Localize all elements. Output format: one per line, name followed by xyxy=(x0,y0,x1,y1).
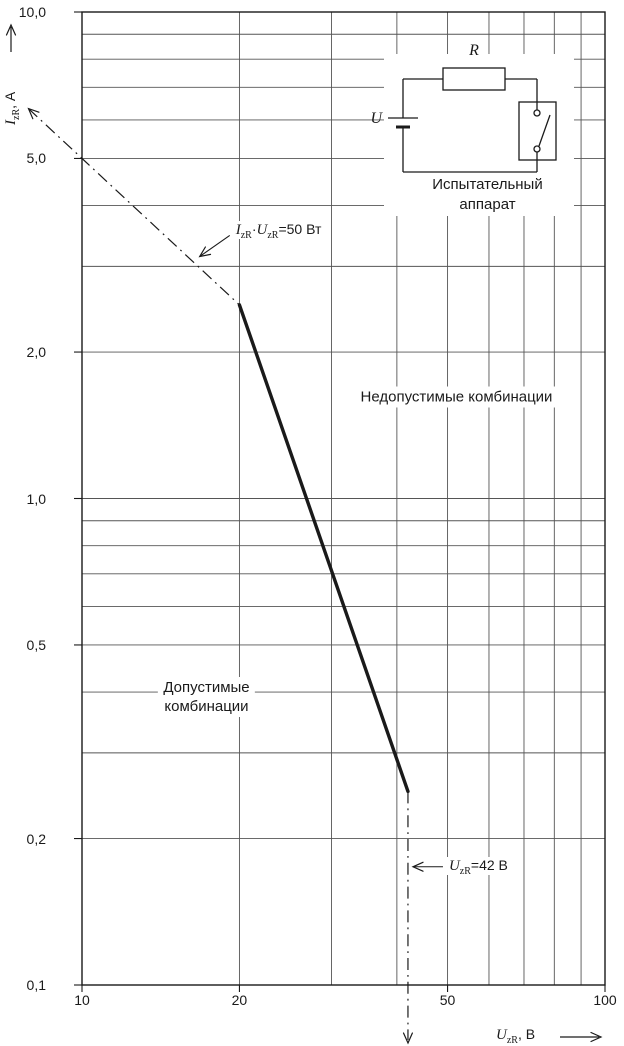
quantity-subscript: zR xyxy=(459,865,471,877)
x-axis-unit: , В xyxy=(517,1026,536,1042)
switch-contact xyxy=(538,114,551,147)
region-label-line: Допустимые xyxy=(163,679,250,697)
x-tick-label-100: 100 xyxy=(593,992,617,1008)
annotation-text: =42 В xyxy=(470,856,508,873)
annotation-power-limit: IzR·UzR=50 Вт xyxy=(232,221,325,242)
region-label-line: Недопустимые комбинации xyxy=(360,388,553,406)
quantity-subscript: zR xyxy=(240,230,252,242)
x-tick-label-20: 20 xyxy=(231,992,248,1008)
quantity-subscript: zR xyxy=(267,230,279,242)
resistor-symbol-label: R xyxy=(469,42,479,59)
inset-caption-line1: Испытательный xyxy=(432,176,543,193)
quantity-symbol: I xyxy=(235,222,241,239)
y-tick-label-0,1: 0,1 xyxy=(26,977,46,993)
region-label-inadmissible: Недопустимые комбинации xyxy=(355,386,558,408)
x-axis-subscript: zR xyxy=(506,1034,518,1046)
annotation-voltage-limit-arrowhead xyxy=(411,861,424,872)
power-line-arrowhead xyxy=(27,107,40,120)
switch-terminal-top xyxy=(533,109,541,117)
series-power-hyperbola-50w xyxy=(28,108,240,306)
annotation-power-limit-arrowhead xyxy=(198,246,212,258)
y-tick-label-0,2: 0,2 xyxy=(26,830,46,847)
x-axis-label: UzR, В xyxy=(496,1026,536,1046)
series-limit-curve xyxy=(237,303,410,794)
inset-resistor-label: R xyxy=(469,42,479,59)
region-label-line: комбинации xyxy=(164,698,249,716)
inset-caption-line2: аппарат xyxy=(459,196,516,213)
voltage-line-arrowhead xyxy=(402,1032,413,1045)
inset-caption: Испытательный аппарат xyxy=(405,175,570,215)
y-axis-label: IzR, А xyxy=(2,53,22,125)
x-axis-arrowhead xyxy=(590,1031,603,1043)
region-label-admissible: Допустимые комбинации xyxy=(158,677,255,718)
annotation-power-limit-arrow xyxy=(199,235,231,257)
y-axis-unit: , А xyxy=(2,91,18,109)
inset-source-label: U xyxy=(350,110,382,127)
annotation-text: · xyxy=(251,221,257,238)
annotation-voltage-limit: UzR=42 В xyxy=(445,856,511,877)
y-tick-label-10,0: 10,0 xyxy=(18,4,46,20)
quantity-symbol: U xyxy=(448,857,460,874)
source-symbol-label: U xyxy=(370,110,382,127)
x-axis-quantity: U xyxy=(496,1027,507,1043)
y-axis-arrowhead xyxy=(5,23,17,36)
y-tick-label-5,0: 5,0 xyxy=(26,150,46,167)
y-tick-label-2,0: 2,0 xyxy=(26,344,46,361)
y-tick-label-0,5: 0,5 xyxy=(26,636,46,653)
x-tick-label-50: 50 xyxy=(439,992,456,1008)
y-tick-label-1,0: 1,0 xyxy=(26,490,46,507)
y-axis-subscript: zR xyxy=(10,108,22,120)
y-axis-quantity: I xyxy=(3,120,19,125)
x-tick-label-10: 10 xyxy=(74,992,90,1008)
quantity-symbol: U xyxy=(256,222,268,239)
annotation-text: =50 Вт xyxy=(278,221,322,238)
